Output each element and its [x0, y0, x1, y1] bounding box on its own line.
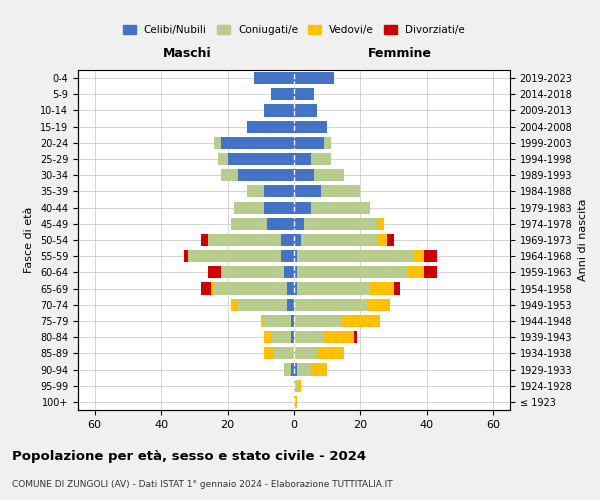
- Bar: [294, 72, 334, 84]
- Bar: [264, 331, 271, 343]
- Bar: [370, 282, 394, 294]
- Bar: [254, 72, 294, 84]
- Bar: [377, 234, 387, 246]
- Bar: [294, 380, 298, 392]
- Text: Maschi: Maschi: [163, 48, 212, 60]
- Bar: [324, 331, 354, 343]
- Bar: [271, 88, 294, 101]
- Bar: [284, 364, 290, 376]
- Bar: [298, 282, 370, 294]
- Bar: [261, 315, 264, 327]
- Bar: [367, 298, 391, 311]
- Bar: [264, 186, 294, 198]
- Bar: [201, 282, 211, 294]
- Bar: [238, 169, 294, 181]
- Bar: [394, 282, 400, 294]
- Bar: [281, 234, 294, 246]
- Bar: [227, 153, 294, 165]
- Y-axis label: Fasce di età: Fasce di età: [25, 207, 34, 273]
- Bar: [268, 218, 294, 230]
- Bar: [298, 250, 413, 262]
- Bar: [294, 153, 311, 165]
- Bar: [218, 153, 227, 165]
- Bar: [188, 250, 281, 262]
- Bar: [298, 364, 311, 376]
- Y-axis label: Anni di nascita: Anni di nascita: [578, 198, 588, 281]
- Bar: [264, 202, 294, 213]
- Bar: [271, 331, 290, 343]
- Bar: [221, 137, 294, 149]
- Bar: [284, 266, 294, 278]
- Bar: [294, 104, 317, 117]
- Bar: [311, 153, 331, 165]
- Bar: [341, 315, 380, 327]
- Bar: [231, 298, 238, 311]
- Bar: [294, 331, 324, 343]
- Bar: [184, 250, 188, 262]
- Bar: [211, 282, 214, 294]
- Bar: [304, 218, 377, 230]
- Bar: [208, 234, 281, 246]
- Bar: [294, 298, 367, 311]
- Bar: [294, 186, 320, 198]
- Bar: [314, 169, 344, 181]
- Bar: [264, 315, 290, 327]
- Bar: [290, 331, 294, 343]
- Text: COMUNE DI ZUNGOLI (AV) - Dati ISTAT 1° gennaio 2024 - Elaborazione TUTTITALIA.IT: COMUNE DI ZUNGOLI (AV) - Dati ISTAT 1° g…: [12, 480, 392, 489]
- Bar: [221, 169, 238, 181]
- Bar: [298, 266, 407, 278]
- Bar: [294, 137, 324, 149]
- Bar: [301, 234, 377, 246]
- Bar: [294, 348, 317, 360]
- Bar: [247, 186, 264, 198]
- Bar: [294, 202, 311, 213]
- Bar: [290, 364, 294, 376]
- Bar: [354, 331, 357, 343]
- Bar: [294, 364, 298, 376]
- Bar: [424, 266, 437, 278]
- Bar: [294, 88, 314, 101]
- Bar: [377, 218, 384, 230]
- Bar: [407, 266, 424, 278]
- Bar: [208, 266, 221, 278]
- Bar: [387, 234, 394, 246]
- Bar: [298, 380, 301, 392]
- Bar: [214, 282, 287, 294]
- Bar: [317, 348, 344, 360]
- Bar: [320, 186, 361, 198]
- Bar: [413, 250, 424, 262]
- Bar: [294, 266, 298, 278]
- Bar: [287, 298, 294, 311]
- Bar: [294, 120, 327, 132]
- Bar: [287, 282, 294, 294]
- Bar: [231, 218, 268, 230]
- Bar: [294, 169, 314, 181]
- Bar: [247, 120, 294, 132]
- Bar: [424, 250, 437, 262]
- Text: Popolazione per età, sesso e stato civile - 2024: Popolazione per età, sesso e stato civil…: [12, 450, 366, 463]
- Bar: [214, 137, 221, 149]
- Bar: [294, 250, 298, 262]
- Bar: [274, 348, 294, 360]
- Bar: [234, 202, 264, 213]
- Bar: [290, 315, 294, 327]
- Bar: [294, 218, 304, 230]
- Bar: [264, 104, 294, 117]
- Bar: [264, 348, 274, 360]
- Text: Femmine: Femmine: [368, 48, 433, 60]
- Bar: [294, 315, 341, 327]
- Bar: [294, 396, 298, 408]
- Bar: [311, 202, 370, 213]
- Bar: [294, 282, 298, 294]
- Bar: [201, 234, 208, 246]
- Bar: [221, 266, 284, 278]
- Bar: [324, 137, 331, 149]
- Bar: [281, 250, 294, 262]
- Bar: [238, 298, 287, 311]
- Legend: Celibi/Nubili, Coniugati/e, Vedovi/e, Divorziati/e: Celibi/Nubili, Coniugati/e, Vedovi/e, Di…: [119, 21, 469, 40]
- Bar: [294, 234, 301, 246]
- Bar: [311, 364, 327, 376]
